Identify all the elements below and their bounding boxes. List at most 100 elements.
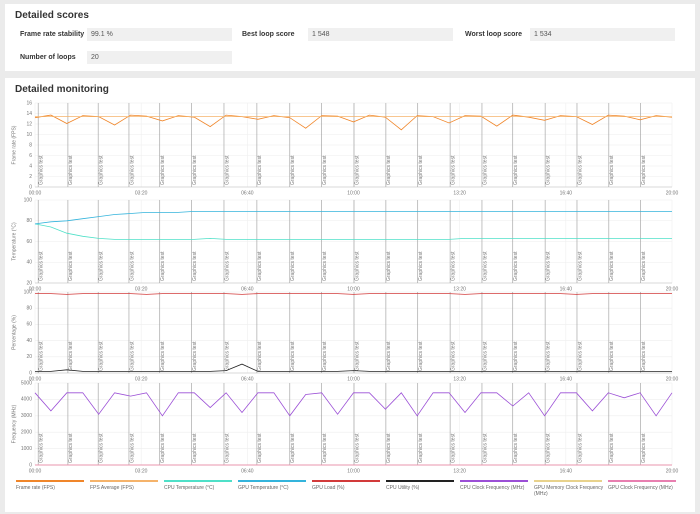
y-tick-label: 8 bbox=[29, 142, 32, 148]
legend-label: CPU Utility (%) bbox=[386, 485, 420, 491]
marker-label: Graphics test bbox=[39, 155, 45, 185]
y-tick-label: 100 bbox=[24, 197, 33, 203]
marker-label: Graphics test bbox=[482, 433, 488, 463]
x-tick-label: 20:00 bbox=[666, 376, 679, 382]
y-tick-label: 2000 bbox=[21, 430, 32, 436]
y-tick-label: 16 bbox=[26, 100, 32, 106]
marker-label: Graphics test bbox=[322, 433, 328, 463]
marker-label: Graphics test bbox=[129, 155, 135, 185]
marker-label: Graphics test bbox=[513, 433, 519, 463]
x-tick-label: 03:20 bbox=[135, 286, 148, 292]
score-label: Number of loops bbox=[20, 54, 76, 61]
y-tick-label: 4000 bbox=[21, 397, 32, 403]
y-tick-label: 40 bbox=[26, 260, 32, 266]
marker-label: Graphics test bbox=[641, 433, 647, 463]
marker-label: Graphics test bbox=[257, 155, 263, 185]
y-tick-label: 4 bbox=[29, 163, 32, 169]
legend-label: GPU Load (%) bbox=[312, 485, 345, 491]
x-tick-label: 16:40 bbox=[560, 376, 573, 382]
monitoring-title: Detailed monitoring bbox=[15, 84, 109, 95]
marker-label: Graphics test bbox=[577, 251, 583, 281]
marker-label: Graphics test bbox=[68, 341, 74, 371]
marker-label: Graphics test bbox=[354, 251, 360, 281]
x-tick-label: 10:00 bbox=[347, 376, 360, 382]
marker-label: Graphics test bbox=[450, 155, 456, 185]
marker-label: Graphics test bbox=[545, 251, 551, 281]
x-tick-label: 10:00 bbox=[347, 468, 360, 474]
y-tick-label: 100 bbox=[24, 289, 33, 295]
y-tick-label: 0 bbox=[29, 462, 32, 468]
marker-label: Graphics test bbox=[129, 433, 135, 463]
marker-label: Graphics test bbox=[257, 341, 263, 371]
marker-label: Graphics test bbox=[192, 251, 198, 281]
marker-label: Graphics test bbox=[513, 341, 519, 371]
marker-label: Graphics test bbox=[160, 155, 166, 185]
x-tick-label: 10:00 bbox=[347, 286, 360, 292]
x-tick-label: 06:40 bbox=[241, 190, 254, 196]
x-tick-label: 13:20 bbox=[453, 468, 466, 474]
marker-label: Graphics test bbox=[68, 251, 74, 281]
marker-label: Graphics test bbox=[192, 433, 198, 463]
y-tick-label: 0 bbox=[29, 370, 32, 376]
y-tick-label: 3000 bbox=[21, 413, 32, 419]
marker-label: Graphics test bbox=[39, 251, 45, 281]
x-tick-label: 16:40 bbox=[560, 190, 573, 196]
legend-item: CPU Temperature (°C) bbox=[164, 480, 238, 497]
marker-label: Graphics test bbox=[160, 341, 166, 371]
marker-label: Graphics test bbox=[98, 341, 104, 371]
marker-label: Graphics test bbox=[160, 433, 166, 463]
legend-item: Frame rate (FPS) bbox=[16, 480, 90, 497]
y-tick-label: 12 bbox=[26, 121, 32, 127]
x-tick-label: 03:20 bbox=[135, 190, 148, 196]
x-tick-label: 00:00 bbox=[29, 190, 42, 196]
marker-label: Graphics test bbox=[129, 341, 135, 371]
legend-item: CPU Utility (%) bbox=[386, 480, 460, 497]
marker-label: Graphics test bbox=[354, 341, 360, 371]
legend-swatch bbox=[608, 480, 676, 482]
marker-label: Graphics test bbox=[224, 433, 230, 463]
x-tick-label: 00:00 bbox=[29, 468, 42, 474]
y-axis-title: Frequency (MHz) bbox=[11, 404, 17, 443]
marker-label: Graphics test bbox=[39, 341, 45, 371]
legend-label: GPU Clock Frequency (MHz) bbox=[608, 485, 673, 491]
x-tick-label: 06:40 bbox=[241, 468, 254, 474]
marker-label: Graphics test bbox=[192, 155, 198, 185]
y-axis-title: Percentage (%) bbox=[11, 315, 17, 350]
monitoring-panel: Detailed monitoring bbox=[5, 78, 695, 512]
marker-label: Graphics test bbox=[290, 433, 296, 463]
marker-label: Graphics test bbox=[418, 341, 424, 371]
marker-label: Graphics test bbox=[609, 433, 615, 463]
y-tick-label: 20 bbox=[26, 280, 32, 286]
x-tick-label: 20:00 bbox=[666, 190, 679, 196]
data-line bbox=[34, 114, 673, 131]
marker-label: Graphics test bbox=[545, 155, 551, 185]
scores-panel: Detailed scores Frame rate stability 99.… bbox=[5, 4, 695, 71]
x-tick-label: 16:40 bbox=[560, 468, 573, 474]
marker-label: Graphics test bbox=[386, 341, 392, 371]
y-tick-label: 40 bbox=[26, 338, 32, 344]
marker-label: Graphics test bbox=[641, 341, 647, 371]
y-tick-label: 5000 bbox=[21, 380, 32, 386]
marker-label: Graphics test bbox=[450, 433, 456, 463]
x-tick-label: 20:00 bbox=[666, 468, 679, 474]
marker-label: Graphics test bbox=[322, 155, 328, 185]
legend-item: GPU Temperature (°C) bbox=[238, 480, 312, 497]
x-tick-label: 10:00 bbox=[347, 190, 360, 196]
legend-swatch bbox=[460, 480, 528, 482]
x-tick-label: 00:00 bbox=[29, 286, 42, 292]
legend-swatch bbox=[534, 480, 602, 482]
marker-label: Graphics test bbox=[513, 251, 519, 281]
x-tick-label: 13:20 bbox=[453, 376, 466, 382]
marker-label: Graphics test bbox=[290, 251, 296, 281]
legend-label: FPS Average (FPS) bbox=[90, 485, 134, 491]
y-tick-label: 20 bbox=[26, 354, 32, 360]
legend-swatch bbox=[386, 480, 454, 482]
score-value: 99.1 % bbox=[87, 28, 232, 41]
marker-label: Graphics test bbox=[482, 341, 488, 371]
marker-label: Graphics test bbox=[257, 251, 263, 281]
marker-label: Graphics test bbox=[609, 251, 615, 281]
marker-label: Graphics test bbox=[418, 251, 424, 281]
y-tick-label: 10 bbox=[26, 132, 32, 138]
